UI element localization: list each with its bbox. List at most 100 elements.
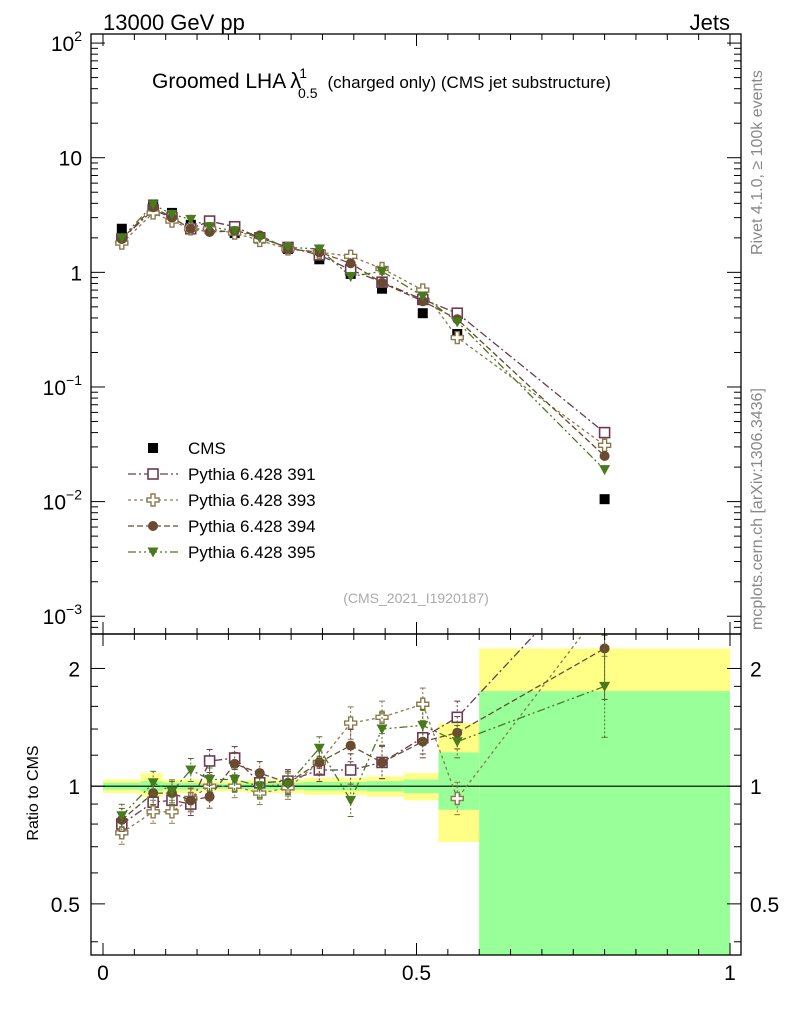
ratio-point-p394 xyxy=(452,727,463,738)
legend-marker-cms xyxy=(148,443,158,453)
y-tick-label: 10−1 xyxy=(43,372,83,400)
ratio-point-p395 xyxy=(166,786,178,797)
point-p395 xyxy=(116,233,128,244)
legend-marker-p394 xyxy=(148,521,158,531)
main-panel-content xyxy=(115,199,612,505)
ratio-point-p394 xyxy=(185,795,196,806)
point-p394 xyxy=(185,223,196,234)
ratio-point-p395 xyxy=(282,779,294,790)
series-line-p393 xyxy=(121,212,605,446)
point-p395 xyxy=(599,465,611,476)
ratio-point-p394 xyxy=(204,791,215,802)
title-sup: 1 xyxy=(299,65,307,81)
ratio-point-p391 xyxy=(344,764,357,776)
title-lambda: λ xyxy=(290,68,301,93)
y-tick-exp: −3 xyxy=(66,601,82,617)
point-cms xyxy=(377,283,388,294)
x-tick-label: 0 xyxy=(97,962,109,985)
ratio-point-p394 xyxy=(229,758,240,769)
legend-marker-p391 xyxy=(147,468,159,480)
ratio-ylabel: Ratio to CMS xyxy=(25,745,42,840)
point-p391 xyxy=(598,426,611,439)
point-cms xyxy=(417,308,428,319)
x-tick-label: 1 xyxy=(724,962,736,985)
y-tick-base: 1 xyxy=(70,262,82,285)
legend-marker-p393 xyxy=(146,493,160,507)
ratio-point-p395 xyxy=(229,775,241,786)
ratio-point-p395 xyxy=(599,681,611,692)
y-tick-exp: −2 xyxy=(66,487,82,503)
point-p395 xyxy=(282,242,294,253)
y-tick-base: 10 xyxy=(59,148,82,171)
ratio-y-tick-label-right: 1 xyxy=(750,776,762,799)
ratio-point-p394 xyxy=(254,768,265,779)
series-line-p391 xyxy=(121,209,606,434)
point-p394 xyxy=(345,258,356,269)
ratio-y-tick-label: 1 xyxy=(68,776,80,799)
legend-label-p391: Pythia 6.428 391 xyxy=(188,465,316,484)
legend-label-p393: Pythia 6.428 393 xyxy=(188,491,316,510)
title-rest: (charged only) (CMS jet substructure) xyxy=(328,73,611,92)
legend: CMS Pythia 6.428 391 Pythia 6.428 393 Pythi… xyxy=(128,439,316,562)
band-green xyxy=(479,691,730,955)
y-tick-label: 10 xyxy=(59,148,82,171)
y-tick-label: 10−2 xyxy=(43,487,83,515)
point-p395 xyxy=(166,209,178,220)
rivet-label: Rivet 4.1.0, ≥ 100k events xyxy=(749,70,766,255)
y-tick-label: 102 xyxy=(51,28,82,56)
ratio-y-tick-label-right: 2 xyxy=(750,658,762,681)
title-main: Groomed LHA xyxy=(152,70,286,93)
chart-title: Groomed LHA λ1 0.5 (charged only) (CMS jet … xyxy=(152,65,611,101)
ratio-point-p394 xyxy=(377,757,388,768)
y-tick-base: 10 xyxy=(51,33,74,56)
y-tick-base: 10 xyxy=(43,377,66,400)
ratio-point-p393 xyxy=(599,599,611,611)
ratio-y-tick-label: 0.5 xyxy=(51,894,80,917)
ratio-point-p395 xyxy=(451,737,463,748)
point-p395 xyxy=(204,222,216,233)
header-right: Jets xyxy=(690,10,730,35)
ratio-point-p395 xyxy=(345,795,357,806)
y-tick-exp: −1 xyxy=(66,372,82,388)
title-sub: 0.5 xyxy=(298,85,318,101)
ratio-point-p393 xyxy=(450,791,464,806)
point-p393 xyxy=(450,330,464,345)
ratio-point-p393 xyxy=(165,805,179,819)
mcplots-label: mcplots.cern.ch [arXiv:1306.3436] xyxy=(749,388,766,630)
ratio-point-p393 xyxy=(115,826,129,840)
point-cms xyxy=(599,494,610,505)
ratio-point-p395 xyxy=(313,743,325,754)
point-p395 xyxy=(345,271,357,282)
point-p395 xyxy=(229,226,241,237)
point-p394 xyxy=(377,277,388,288)
point-p393 xyxy=(597,438,612,452)
ratio-point-p393 xyxy=(343,716,358,730)
point-p395 xyxy=(417,291,429,302)
series-line-p395 xyxy=(121,203,606,471)
y-tick-base: 10 xyxy=(43,492,66,515)
series-line-p394 xyxy=(121,206,606,457)
ratio-point-p395 xyxy=(204,775,216,786)
y-tick-label: 10−3 xyxy=(43,601,83,629)
legend-marker-p395 xyxy=(147,547,159,558)
point-p395 xyxy=(451,317,463,328)
ratio-point-p391 xyxy=(600,554,610,564)
point-p395 xyxy=(313,244,325,255)
analysis-id: (CMS_2021_I1920187) xyxy=(343,590,489,606)
point-p394 xyxy=(599,450,610,461)
point-cms xyxy=(116,223,127,234)
ratio-point-p394 xyxy=(314,757,325,768)
ratio-y-tick-label: 2 xyxy=(68,658,80,681)
point-p395 xyxy=(185,214,197,225)
ratio-panel-content xyxy=(91,554,741,845)
ratio-bands xyxy=(103,648,730,955)
ratio-point-p395 xyxy=(185,765,197,776)
y-tick-base: 10 xyxy=(43,606,66,629)
ratio-point-p395 xyxy=(417,720,429,731)
y-tick-label: 1 xyxy=(70,262,82,285)
ratio-point-p395 xyxy=(376,724,388,735)
point-p395 xyxy=(147,200,159,211)
ratio-point-p393 xyxy=(146,805,160,819)
